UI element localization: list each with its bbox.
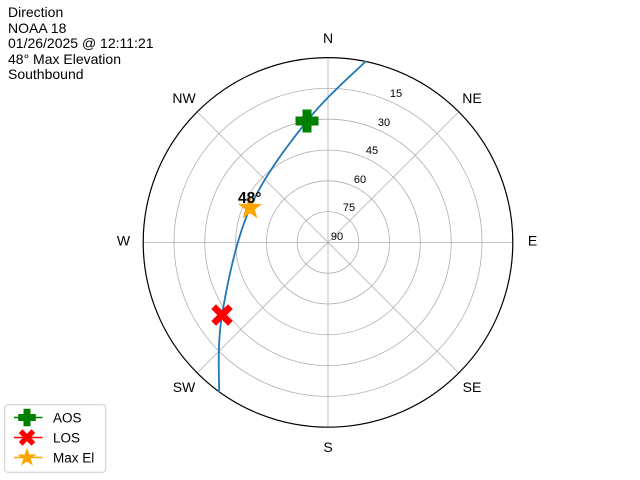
svg-text:SW: SW — [173, 379, 196, 395]
svg-text:45: 45 — [366, 145, 378, 157]
svg-text:AOS: AOS — [53, 411, 82, 426]
svg-text:S: S — [323, 439, 332, 455]
svg-text:NE: NE — [462, 90, 481, 106]
svg-text:60: 60 — [354, 174, 366, 186]
svg-text:90: 90 — [331, 231, 343, 243]
svg-text:N: N — [323, 30, 333, 46]
svg-text:30: 30 — [378, 117, 390, 129]
svg-text:SE: SE — [463, 379, 482, 395]
svg-text:48°: 48° — [238, 190, 261, 207]
svg-text:75: 75 — [343, 202, 355, 214]
svg-text:Max El: Max El — [53, 451, 94, 466]
svg-text:W: W — [117, 233, 131, 249]
svg-text:E: E — [528, 233, 537, 249]
svg-text:NW: NW — [172, 90, 196, 106]
svg-text:15: 15 — [390, 88, 402, 100]
svg-text:LOS: LOS — [53, 431, 80, 446]
